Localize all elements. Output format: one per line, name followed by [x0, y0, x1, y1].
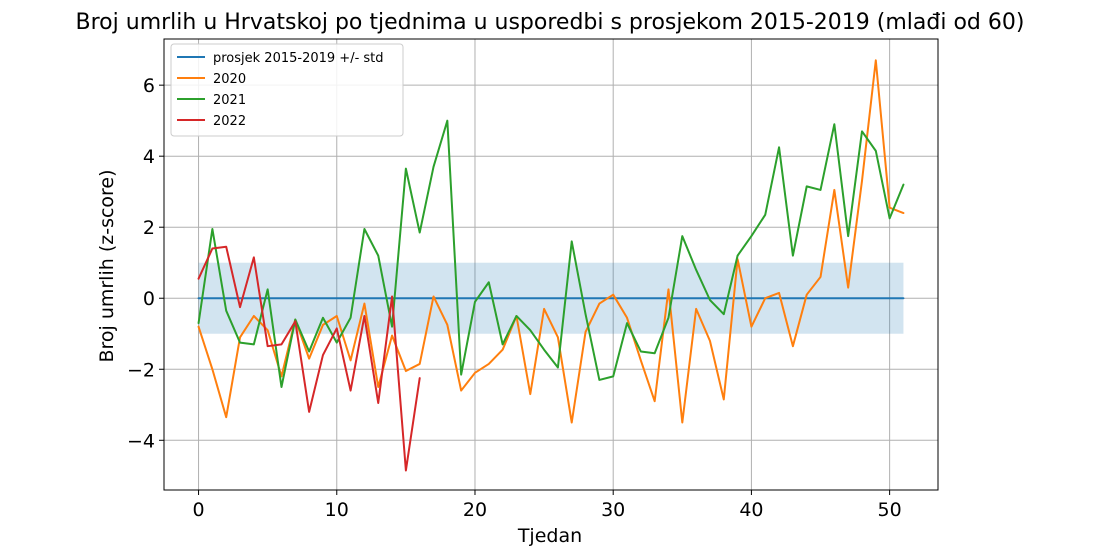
- plot-frame: [163, 38, 939, 491]
- series-line-2: [197, 119, 905, 389]
- y-axis-label: Broj umrlih (z-score): [96, 169, 118, 362]
- chart-title: Broj umrlih u Hrvatskoj po tjednima u us…: [76, 10, 1025, 35]
- series-lines: [197, 59, 905, 472]
- x-tick-label: 20: [463, 499, 487, 521]
- series-line-3: [197, 245, 421, 472]
- legend-entry: 2021: [213, 93, 246, 108]
- x-tick-label: 0: [193, 499, 205, 521]
- y-axis-ticks: −4 −2 0 2 4 6: [127, 75, 164, 452]
- y-tick-label: 4: [143, 146, 155, 168]
- legend-entry: 2020: [213, 72, 246, 87]
- series-line-1: [197, 59, 905, 424]
- legend-entry: prosjek 2015-2019 +/- std: [213, 51, 384, 66]
- x-axis-ticks: 0 10 20 30 40 50: [193, 490, 902, 521]
- x-tick-label: 50: [878, 499, 902, 521]
- y-tick-label: −2: [127, 359, 155, 381]
- x-tick-label: 30: [601, 499, 625, 521]
- y-tick-label: −4: [127, 430, 155, 452]
- y-tick-label: 0: [143, 288, 155, 310]
- x-tick-label: 40: [739, 499, 763, 521]
- legend-entry: 2022: [213, 114, 246, 129]
- legend: prosjek 2015-2019 +/- std 2020 2021 2022: [170, 43, 404, 137]
- y-tick-label: 2: [143, 217, 155, 239]
- x-tick-label: 10: [325, 499, 349, 521]
- x-axis-label: Tjedan: [517, 525, 582, 547]
- legend-box: [170, 43, 404, 137]
- y-tick-label: 6: [143, 75, 155, 97]
